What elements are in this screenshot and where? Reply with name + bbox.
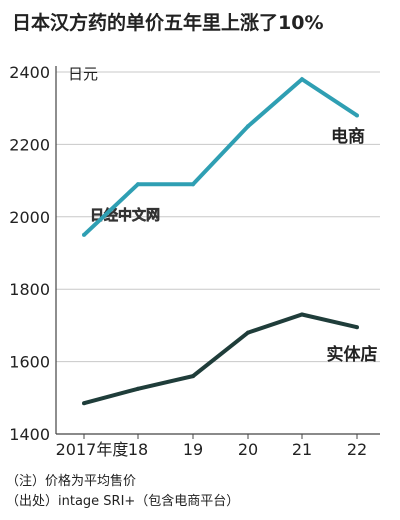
data-point [191,374,195,379]
x-tick-label: 19 [183,440,203,459]
y-tick-labels: 1400 1600 1800 2000 2200 2400 [9,63,50,444]
data-point [355,113,359,118]
x-tick-label: 2017年度 [56,440,129,459]
chart-title: 日本汉方药的单价五年里上涨了10% [12,12,324,34]
y-axis-unit: 日元 [68,65,98,83]
x-tick-label: 21 [292,440,312,459]
series-label: 电商 [331,126,365,147]
x-tick-label: 18 [128,440,148,459]
gridlines [56,71,380,363]
footnote-source: （出处）intage SRI+（包含电商平台） [6,494,240,509]
y-tick-label: 1800 [9,280,50,299]
data-point [300,77,304,82]
series [82,76,359,406]
data-point [191,182,195,187]
data-point [136,182,140,187]
data-point [82,401,86,406]
data-point [355,325,359,330]
y-tick-label: 2000 [9,208,50,227]
data-point [300,312,304,317]
data-point [246,330,250,335]
x-tick-label: 22 [347,440,367,459]
y-tick-label: 1400 [9,425,50,444]
y-tick-label: 2400 [9,63,50,82]
y-tick-label: 1600 [9,353,50,372]
y-tick-label: 2200 [9,135,50,154]
axes [55,66,380,439]
x-tick-labels: 2017年度 18 19 20 21 22 [56,440,368,459]
x-tick-label: 20 [238,440,258,459]
data-point [82,232,86,237]
series-line-0 [82,76,359,237]
footnote-note: （注）价格为平均售价 [6,474,137,489]
data-point [136,386,140,391]
series-label: 实体店 [327,344,378,365]
series-line-1 [83,312,358,406]
data-point [246,124,250,129]
